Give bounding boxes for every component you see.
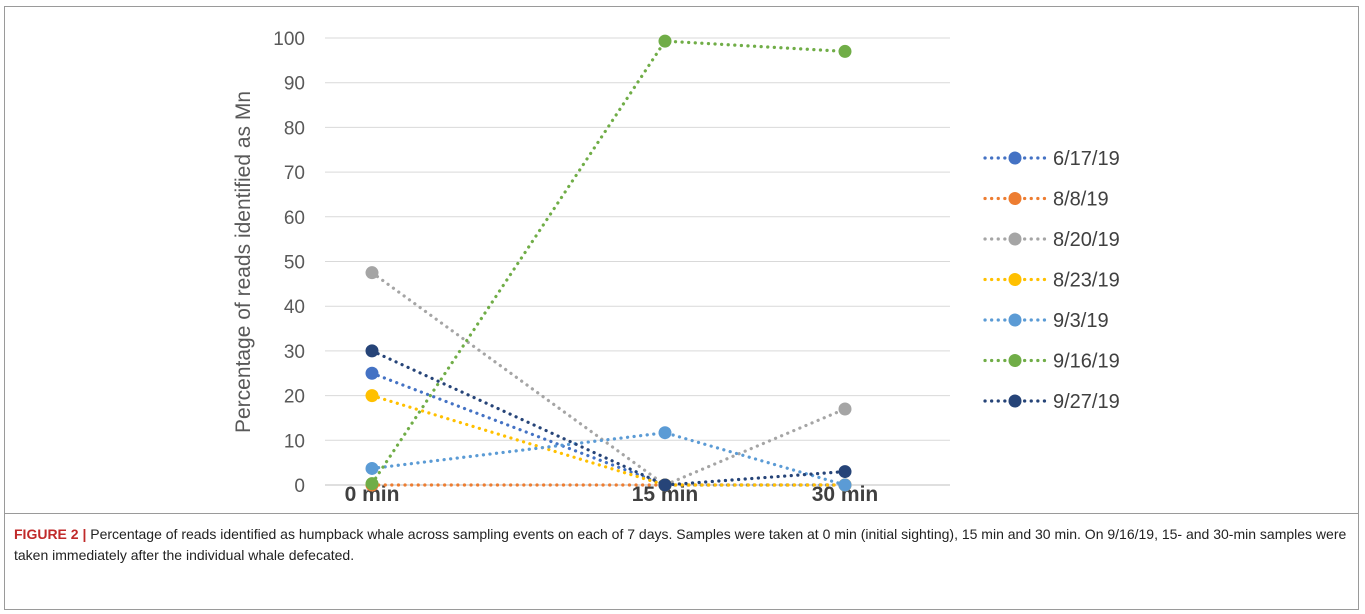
legend-marker <box>1008 151 1022 165</box>
legend-label: 8/23/19 <box>1053 270 1120 292</box>
figure-frame <box>4 6 1359 610</box>
legend-entry: 9/3/19 <box>983 310 1109 332</box>
y-tick-label: 20 <box>284 387 305 408</box>
data-point <box>658 426 672 440</box>
data-point <box>838 478 852 492</box>
legend-entry: 8/8/19 <box>983 189 1109 211</box>
x-axis-category-labels: 0 min 15 min 30 min <box>345 483 879 506</box>
y-tick-label: 50 <box>284 253 305 274</box>
series-8-20-19 <box>365 266 852 492</box>
series-9-3-19 <box>365 426 852 492</box>
data-point <box>365 477 379 491</box>
legend-marker <box>1008 232 1022 246</box>
y-tick-label: 30 <box>284 342 305 363</box>
y-tick-label: 40 <box>284 297 305 318</box>
legend-label: 9/3/19 <box>1053 310 1109 332</box>
y-tick-label: 70 <box>284 163 305 184</box>
data-point <box>365 344 379 358</box>
figure-caption: FIGURE 2 | Percentage of reads identifie… <box>14 524 1349 566</box>
legend-marker <box>1008 354 1022 367</box>
caption-divider <box>4 513 1359 514</box>
line-chart: 0 10 20 30 40 50 60 70 80 90 100 0 min 15 min 30 min… <box>232 29 1120 506</box>
legend-marker <box>1008 394 1022 408</box>
legend-entry: 9/16/19 <box>983 351 1120 373</box>
series-line <box>370 371 847 487</box>
series-9-27-19 <box>365 344 852 492</box>
legend-entry: 6/17/19 <box>983 148 1120 170</box>
data-point <box>365 366 379 380</box>
series-line <box>370 431 847 487</box>
legend-entry: 9/27/19 <box>983 391 1120 413</box>
data-point <box>365 266 379 280</box>
y-tick-label: 100 <box>273 29 305 50</box>
legend: 6/17/19 8/8/19 8/20/19 8/23/19 9/3/19 9/16/19… <box>983 148 1120 413</box>
data-point <box>838 402 852 416</box>
y-axis-tick-labels: 0 10 20 30 40 50 60 70 80 90 100 <box>273 29 305 497</box>
y-tick-label: 0 <box>294 476 305 497</box>
data-point <box>365 389 379 403</box>
y-axis-title: Percentage of reads identified as Mn <box>232 91 255 433</box>
series-line <box>370 271 847 487</box>
y-tick-label: 60 <box>284 208 305 229</box>
figure-label: FIGURE 2 | <box>14 526 87 542</box>
data-point <box>658 478 672 492</box>
series-lines <box>365 34 852 492</box>
caption-text: Percentage of reads identified as humpba… <box>14 526 1347 563</box>
legend-label: 8/20/19 <box>1053 229 1120 251</box>
gridlines <box>325 37 950 486</box>
series-9-16-19 <box>365 34 852 491</box>
legend-marker <box>1008 273 1022 286</box>
y-tick-label: 80 <box>284 118 305 139</box>
x-category-label: 30 min <box>812 483 879 506</box>
legend-entry: 8/20/19 <box>983 229 1120 251</box>
legend-label: 9/27/19 <box>1053 391 1120 413</box>
legend-entry: 8/23/19 <box>983 270 1120 292</box>
legend-marker <box>1008 313 1022 327</box>
data-point <box>365 461 379 475</box>
legend-label: 8/8/19 <box>1053 189 1109 211</box>
y-tick-label: 90 <box>284 74 305 95</box>
data-point <box>838 465 852 479</box>
legend-marker <box>1008 192 1022 205</box>
x-category-label: 0 min <box>345 483 400 506</box>
x-category-label: 15 min <box>632 483 699 506</box>
data-point <box>838 44 852 58</box>
data-point <box>658 34 672 48</box>
y-tick-label: 10 <box>284 431 305 452</box>
legend-label: 6/17/19 <box>1053 148 1120 170</box>
series-line <box>370 39 847 486</box>
legend-label: 9/16/19 <box>1053 351 1120 373</box>
